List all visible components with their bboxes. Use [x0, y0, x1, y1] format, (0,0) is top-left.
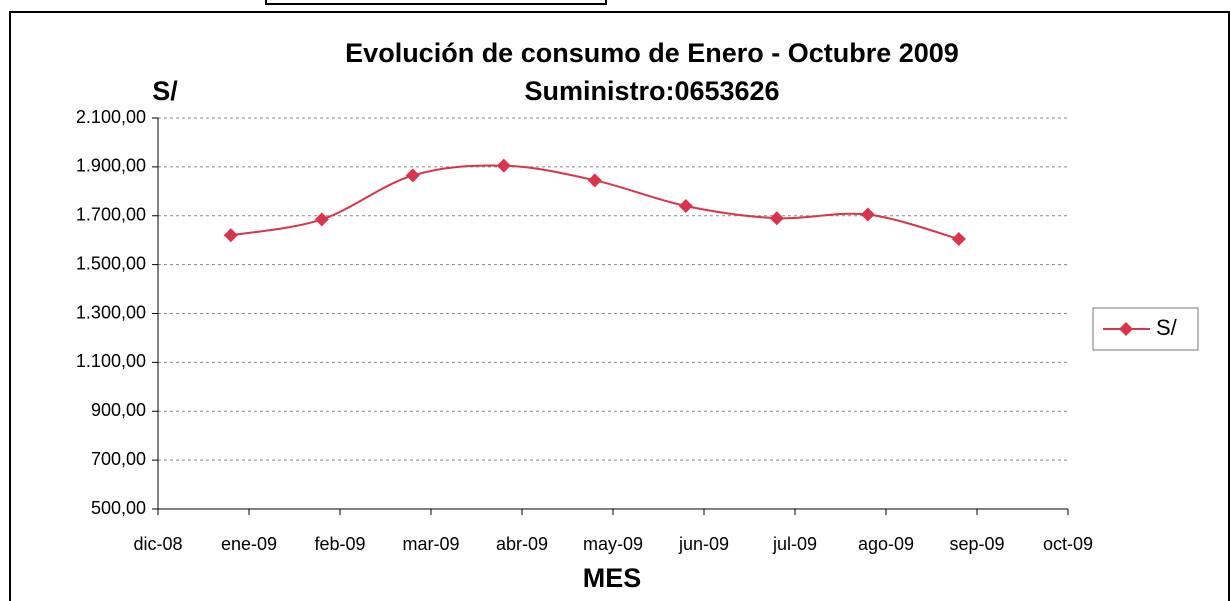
- y-tick-label: 1.700,00: [76, 205, 146, 225]
- point: [587, 173, 602, 188]
- y-tick-label: 500,00: [91, 498, 146, 518]
- point: [314, 212, 329, 227]
- chart-title: Evolución de consumo de Enero - Octubre …: [345, 38, 959, 68]
- point: [678, 198, 693, 213]
- x-tick-label: abr-09: [496, 534, 548, 554]
- x-tick-label: feb-09: [314, 534, 365, 554]
- point: [769, 211, 784, 226]
- x-tick-label: mar-09: [402, 534, 459, 554]
- x-tick-label: may-09: [583, 534, 643, 554]
- y-tick-label: 2.100,00: [76, 107, 146, 127]
- y-tick-label: 1.300,00: [76, 302, 146, 322]
- legend-marker: [1119, 322, 1133, 336]
- x-tick-label: jun-09: [678, 534, 729, 554]
- point: [951, 231, 966, 246]
- x-tick-label: ago-09: [858, 534, 914, 554]
- y-tick-label: 900,00: [91, 400, 146, 420]
- point: [496, 158, 511, 173]
- y-tick-label: 1.100,00: [76, 351, 146, 371]
- chart-frame: [9, 11, 1230, 601]
- x-tick-label: sep-09: [949, 534, 1004, 554]
- legend-label: S/: [1156, 315, 1178, 340]
- tab-edge: [265, 0, 607, 5]
- y-tick-label: 1.900,00: [76, 156, 146, 176]
- x-tick-label: oct-09: [1043, 534, 1093, 554]
- point: [405, 168, 420, 183]
- y-tick-label: 1.500,00: [76, 253, 146, 273]
- y-tick-label: 700,00: [91, 449, 146, 469]
- y-axis-label: S/: [152, 76, 178, 106]
- x-tick-label: dic-08: [133, 534, 182, 554]
- x-tick-label: ene-09: [221, 534, 277, 554]
- x-tick-label: jul-09: [772, 534, 817, 554]
- point: [223, 228, 238, 243]
- x-axis-label: MES: [583, 563, 642, 593]
- chart-subtitle: Suministro:0653626: [524, 76, 779, 106]
- point: [860, 207, 875, 222]
